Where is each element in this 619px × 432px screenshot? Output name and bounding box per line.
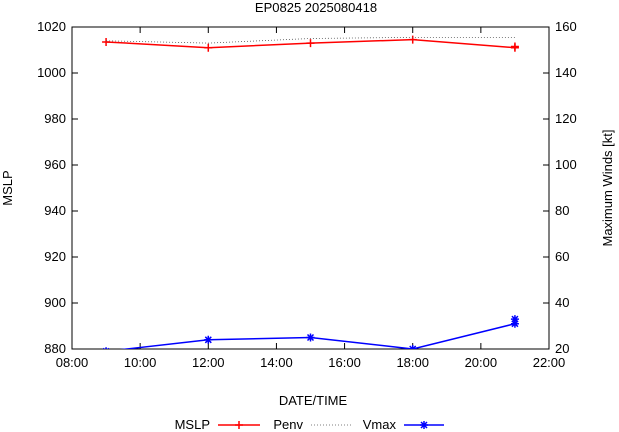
x-axis-label: DATE/TIME — [279, 393, 348, 408]
mslp-point — [510, 42, 519, 51]
y-tick-label: 960 — [44, 157, 66, 172]
y2-tick-label: 60 — [555, 249, 569, 264]
x-tick-label: 16:00 — [328, 355, 361, 370]
y2-tick-label: 100 — [555, 157, 577, 172]
y-axis-right: 20 40 60 80 100 120 140 160 — [543, 19, 577, 356]
y-axis-left: 880 900 920 940 960 980 1000 1020 — [37, 19, 78, 356]
vmax-point — [510, 319, 519, 328]
x-tick-label: 18:00 — [396, 355, 429, 370]
vmax-point — [510, 315, 519, 324]
mslp-point — [204, 43, 213, 52]
series-mslp — [102, 35, 519, 52]
vmax-point — [102, 347, 110, 349]
penv-line — [106, 36, 515, 44]
mslp-point — [102, 37, 111, 46]
y2-tick-label: 20 — [555, 341, 569, 356]
y2-axis-label: Maximum Winds [kt] — [600, 129, 615, 246]
y-tick-label: 940 — [44, 203, 66, 218]
series-layer — [102, 35, 519, 349]
vmax-point — [204, 335, 213, 344]
vmax-point — [306, 333, 315, 342]
y2-tick-label: 120 — [555, 111, 577, 126]
y-tick-label: 1020 — [37, 19, 66, 34]
x-tick-label: 22:00 — [533, 355, 566, 370]
legend: MSLP Penv Vmax — [175, 417, 444, 432]
mslp-point — [408, 35, 417, 44]
legend-marker-mslp — [235, 421, 243, 429]
legend-label-penv: Penv — [273, 417, 303, 432]
y-axis-label: MSLP — [0, 170, 15, 205]
series-vmax — [102, 315, 519, 349]
y-tick-label: 980 — [44, 111, 66, 126]
y-tick-label: 880 — [44, 341, 66, 356]
x-tick-label: 14:00 — [260, 355, 293, 370]
vmax-point — [408, 345, 417, 349]
legend-marker-vmax — [420, 421, 428, 429]
y2-tick-label: 80 — [555, 203, 569, 218]
y2-tick-label: 140 — [555, 65, 577, 80]
x-tick-label: 12:00 — [192, 355, 225, 370]
mslp-point — [306, 39, 315, 48]
x-tick-label: 20:00 — [465, 355, 498, 370]
x-tick-label: 08:00 — [56, 355, 89, 370]
y2-tick-label: 40 — [555, 295, 569, 310]
plot-frame — [71, 26, 550, 350]
series-penv — [106, 36, 515, 44]
y-tick-label: 900 — [44, 295, 66, 310]
legend-label-vmax: Vmax — [363, 417, 397, 432]
y-tick-label: 920 — [44, 249, 66, 264]
y-tick-label: 1000 — [37, 65, 66, 80]
legend-label-mslp: MSLP — [175, 417, 210, 432]
y2-tick-label: 160 — [555, 19, 577, 34]
x-axis: 08:00 10:00 12:00 14:00 16:00 18:00 20:00 22:00 — [56, 27, 566, 370]
x-tick-label: 10:00 — [124, 355, 157, 370]
chart-title: EP0825 2025080418 — [255, 0, 377, 15]
